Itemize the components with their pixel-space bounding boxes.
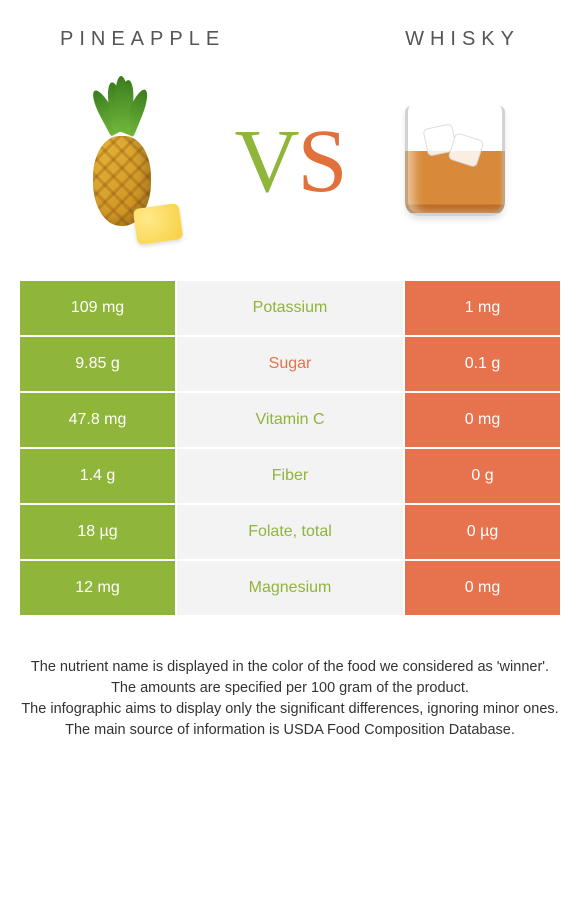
table-row: 9.85 gSugar0.1 g: [20, 337, 560, 393]
table-row: 18 µgFolate, total0 µg: [20, 505, 560, 561]
nutrient-name-cell: Folate, total: [175, 505, 405, 559]
right-title: WHISKY: [405, 28, 520, 51]
right-value-cell: 0 mg: [405, 393, 560, 447]
nutrient-name-cell: Magnesium: [175, 561, 405, 615]
right-value-cell: 1 mg: [405, 281, 560, 335]
nutrient-name-cell: Sugar: [175, 337, 405, 391]
vs-s: S: [297, 112, 345, 211]
left-value-cell: 18 µg: [20, 505, 175, 559]
footer-line: The nutrient name is displayed in the co…: [20, 657, 560, 678]
nutrient-table: 109 mgPotassium1 mg9.85 gSugar0.1 g47.8 …: [20, 281, 560, 617]
nutrient-name-cell: Fiber: [175, 449, 405, 503]
nutrient-name-cell: Potassium: [175, 281, 405, 335]
footer-line: The infographic aims to display only the…: [20, 699, 560, 720]
right-value-cell: 0 mg: [405, 561, 560, 615]
nutrient-name-cell: Vitamin C: [175, 393, 405, 447]
table-row: 1.4 gFiber0 g: [20, 449, 560, 505]
left-title: PINEAPPLE: [60, 28, 225, 51]
titles-row: PINEAPPLE WHISKY: [0, 0, 580, 51]
left-value-cell: 1.4 g: [20, 449, 175, 503]
left-value-cell: 12 mg: [20, 561, 175, 615]
right-value-cell: 0.1 g: [405, 337, 560, 391]
table-row: 12 mgMagnesium0 mg: [20, 561, 560, 617]
pineapple-image: [40, 76, 210, 246]
right-value-cell: 0 µg: [405, 505, 560, 559]
left-value-cell: 47.8 mg: [20, 393, 175, 447]
vs-label: VS: [234, 110, 345, 213]
left-value-cell: 109 mg: [20, 281, 175, 335]
hero-row: VS: [0, 51, 580, 281]
right-value-cell: 0 g: [405, 449, 560, 503]
table-row: 47.8 mgVitamin C0 mg: [20, 393, 560, 449]
left-value-cell: 9.85 g: [20, 337, 175, 391]
vs-v: V: [234, 112, 297, 211]
whisky-image: [370, 76, 540, 246]
footer-line: The amounts are specified per 100 gram o…: [20, 678, 560, 699]
footer-line: The main source of information is USDA F…: [20, 720, 560, 741]
footer-notes: The nutrient name is displayed in the co…: [0, 617, 580, 741]
table-row: 109 mgPotassium1 mg: [20, 281, 560, 337]
